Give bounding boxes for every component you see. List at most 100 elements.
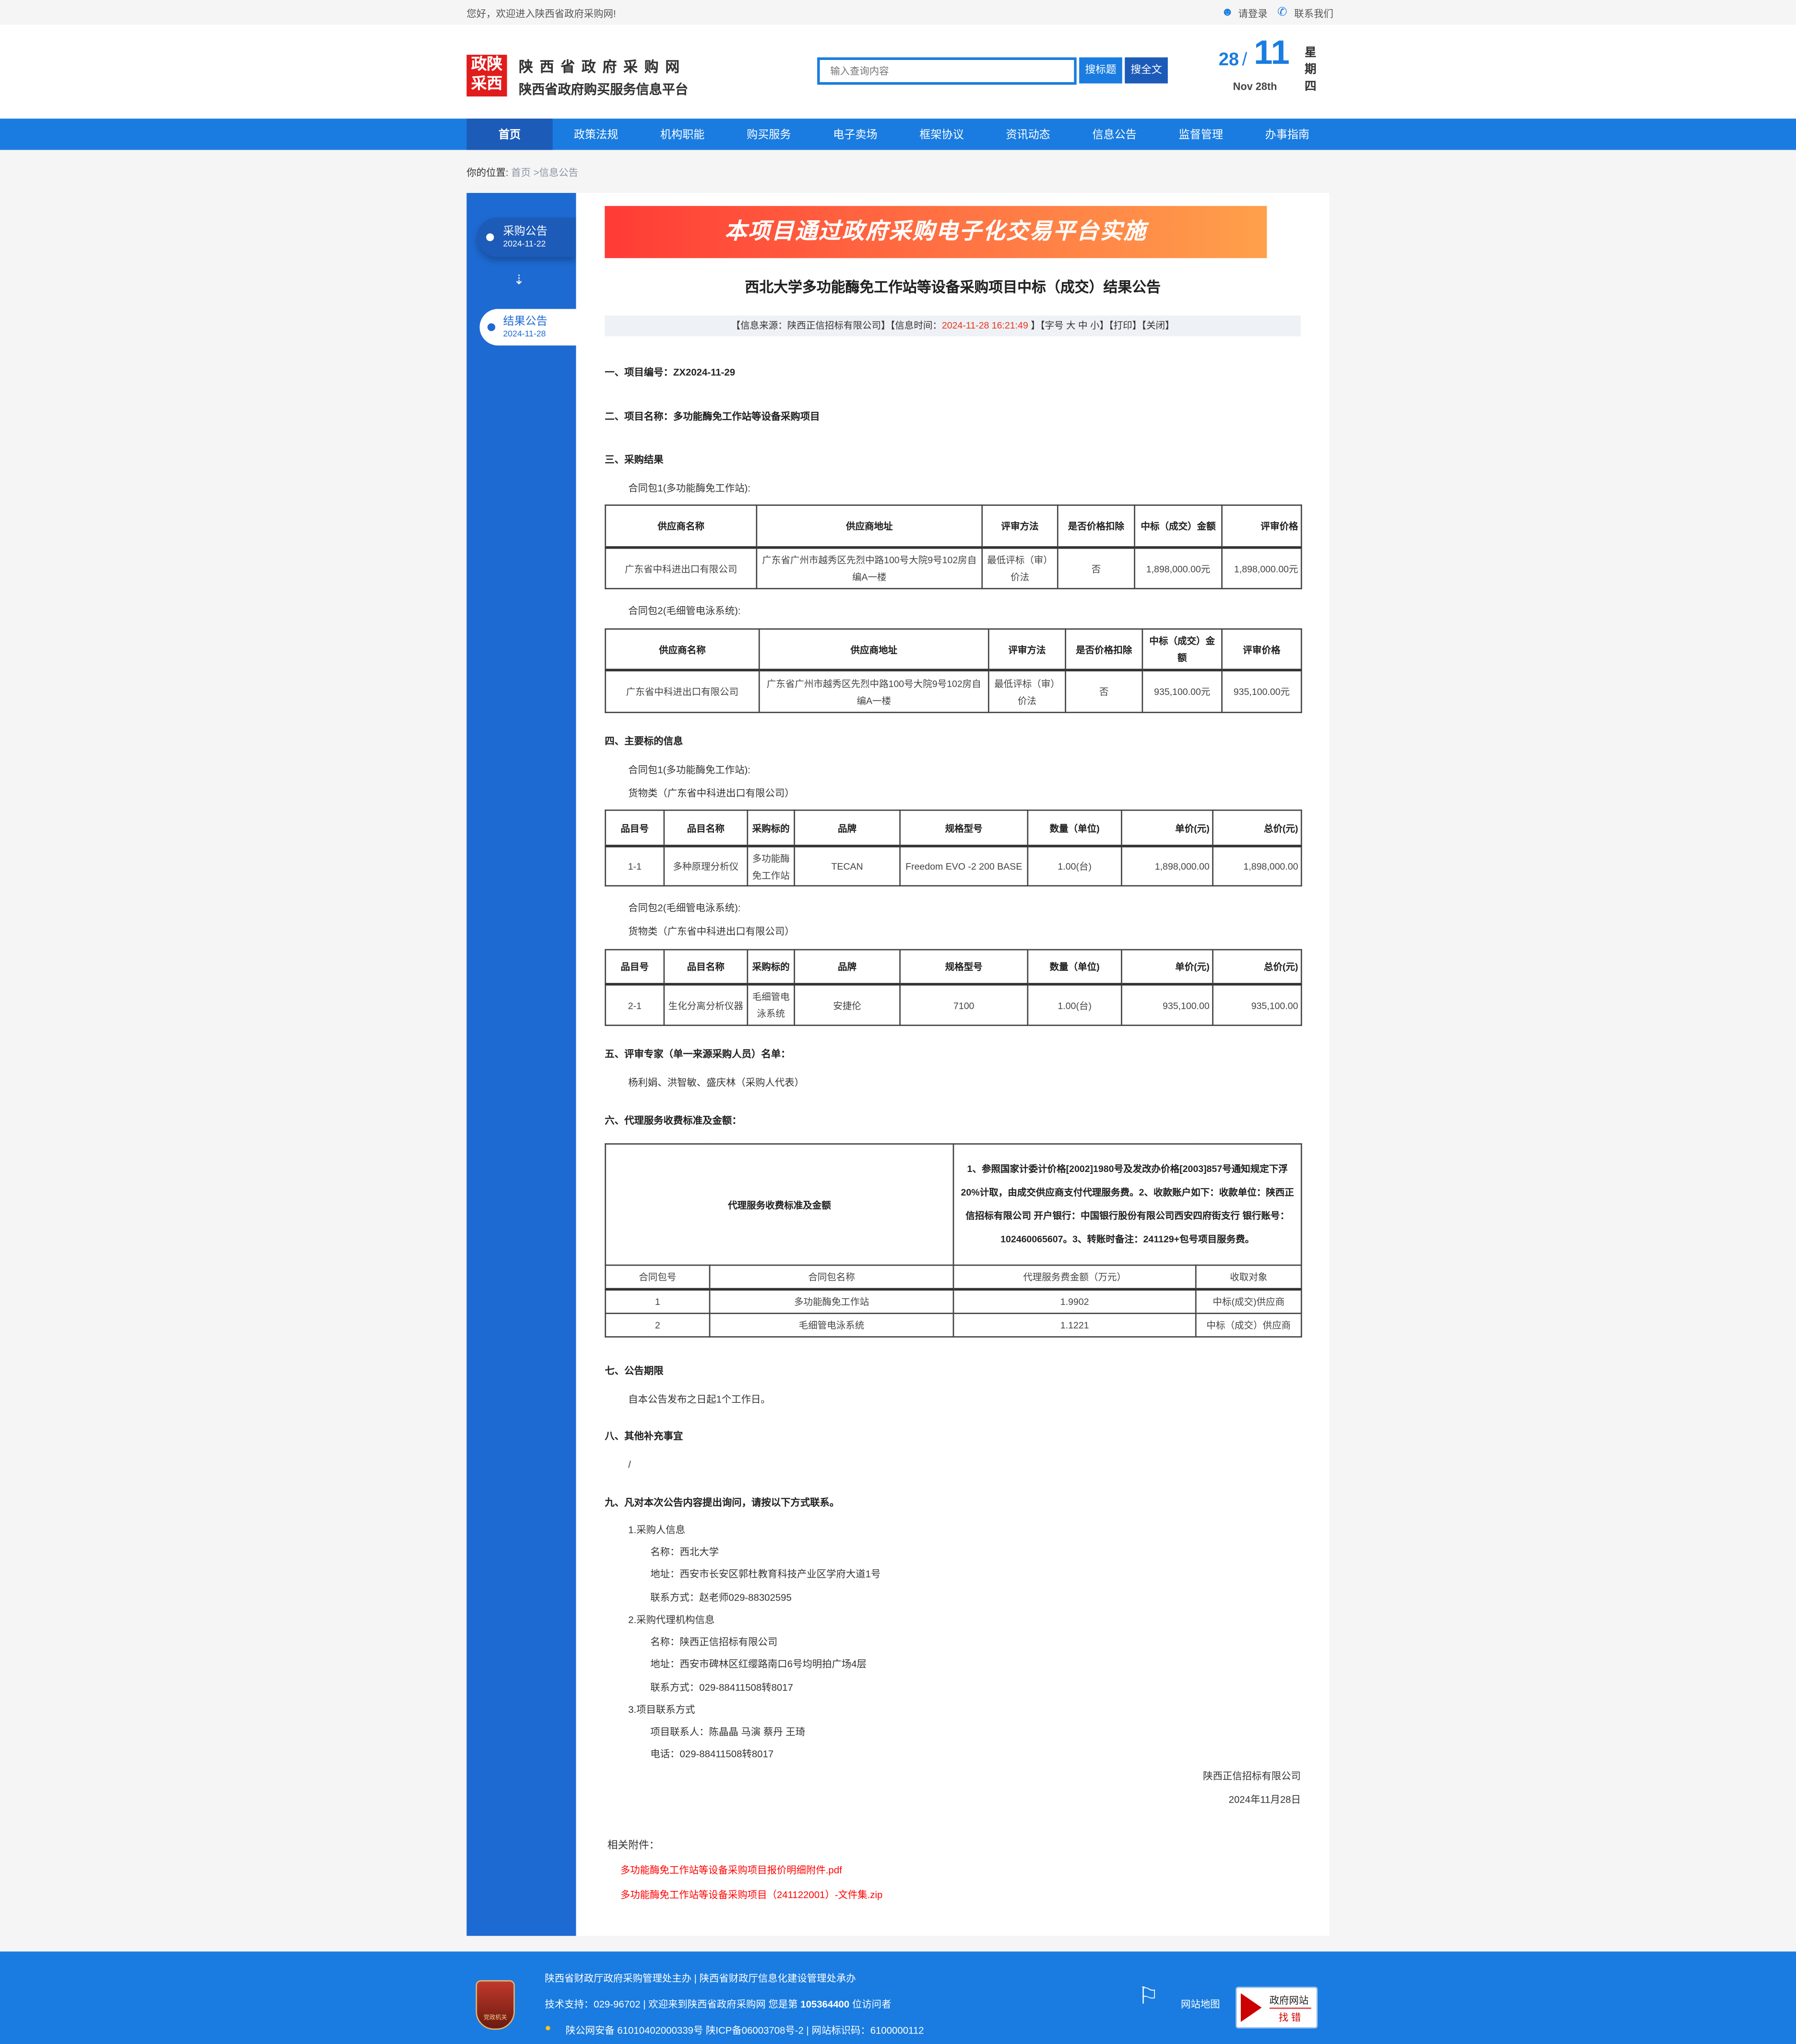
column-header: 品目号 [605, 809, 665, 848]
column-header: 品目名称 [663, 949, 749, 986]
table-cell: Freedom EVO -2 200 BASE [899, 845, 1029, 887]
section-4: 四、主要标的信息 [605, 735, 683, 747]
article-title: 西北大学多功能酶免工作站等设备采购项目中标（成交）结果公告 [745, 280, 1161, 296]
footer-support: 技术支持：029-96702 | 欢迎来到陕西省政府采购网 您是第 [545, 1998, 801, 2010]
contact-line: 名称：西北大学 [650, 1546, 719, 1558]
attachment-link[interactable]: 多功能酶免工作站等设备采购项目报价明细附件.pdf [620, 1864, 842, 1876]
column-header: 收取对象 [1195, 1264, 1302, 1291]
phone-icon: ✆ [1277, 5, 1287, 19]
column-header: 总价(元) [1212, 809, 1302, 848]
table-row: 1 多功能酶免工作站 1.9902 中标(成交)供应商 [605, 1289, 1302, 1314]
nav-item[interactable]: 电子卖场 [833, 128, 878, 141]
attachments-label: 相关附件： [607, 1839, 660, 1852]
date-month: 11 [1254, 32, 1290, 72]
step-result-notice[interactable]: 结果公告 2024-11-28 [479, 309, 576, 346]
visitor-count: 105364400 [800, 1998, 850, 2010]
table-cell: 毛细管电泳系统 [709, 1313, 954, 1338]
table-cell: 多功能酶免工作站 [747, 845, 795, 887]
table-cell: 1,898,000.00元 [1221, 547, 1302, 589]
column-header: 供应商名称 [605, 628, 760, 671]
step-label: 采购公告 [503, 224, 547, 238]
badge-divider [1269, 2008, 1311, 2009]
table-cell: 1,898,000.00 [1121, 845, 1213, 887]
party-government-emblem[interactable]: 党政机关 [476, 1980, 515, 2030]
footer-visitor-suffix: 位访问者 [849, 1998, 892, 2010]
table-cell: 安捷伦 [794, 983, 901, 1026]
sitemap-link[interactable]: 网站地图 [1180, 1998, 1220, 2010]
contact-link[interactable]: 联系我们 [1294, 8, 1333, 20]
user-icon: ☻ [1221, 5, 1234, 19]
goods-label: 货物类（广东省中科进出口有限公司） [628, 925, 795, 938]
table-cell: 广东省中科进出口有限公司 [605, 547, 758, 589]
step-label: 结果公告 [503, 314, 547, 327]
table-row: 广东省中科进出口有限公司 广东省广州市越秀区先烈中路100号大院9号102房自编A… [605, 669, 1302, 713]
nav-item[interactable]: 框架协议 [919, 128, 964, 141]
contact-line: 联系方式：赵老师029-88302595 [650, 1591, 792, 1604]
table-cell: 2-1 [605, 983, 665, 1026]
nav-item[interactable]: 办事指南 [1265, 128, 1310, 141]
table-cell: 1.9902 [952, 1289, 1197, 1314]
table-cell: 935,100.00 [1121, 983, 1213, 1026]
column-header: 是否价格扣除 [1065, 628, 1143, 671]
breadcrumb-home[interactable]: 首页 [511, 167, 531, 179]
meta-tools[interactable]: 】【字号 大 中 小】【打印】【关闭】 [1028, 319, 1175, 331]
footer: 党政机关 陕西省财政厅政府采购管理处主办 | 陕西省财政厅信息化建设管理处承办 … [0, 1951, 1796, 2044]
table-cell: 否 [1065, 669, 1143, 713]
table-row: 1-1 多种原理分析仪 多功能酶免工作站 TECAN Freedom EVO -2 20… [605, 845, 1302, 887]
site-title: 陕 西 省 政 府 采 购 网 [519, 60, 681, 76]
nav-item[interactable]: 资讯动态 [1006, 128, 1050, 141]
table-cell: 广东省广州市越秀区先烈中路100号大院9号102房自编A一楼 [758, 669, 989, 713]
column-header: 中标（成交）金额 [1134, 504, 1223, 549]
nav-item[interactable]: 政策法规 [573, 128, 618, 141]
result-table-1: 供应商名称 供应商地址 评审方法 是否价格扣除 中标（成交）金额 评审价格 广东省中科进出口… [605, 504, 1302, 589]
date-slash: / [1242, 48, 1248, 69]
footer-organizers: 陕西省财政厅政府采购管理处主办 | 陕西省财政厅信息化建设管理处承办 [545, 1972, 856, 1984]
nav-item[interactable]: 监督管理 [1178, 128, 1223, 141]
login-link[interactable]: 请登录 [1238, 8, 1268, 20]
table-cell: 最低评标（审）价法 [981, 547, 1059, 589]
column-header: 单价(元) [1121, 949, 1213, 986]
section-5: 五、评审专家（单一来源采购人员）名单： [605, 1048, 791, 1060]
weekday-1: 星 [1305, 46, 1317, 59]
section-3: 三、采购结果 [605, 454, 664, 466]
table-cell: 广东省中科进出口有限公司 [605, 669, 760, 713]
table-cell: 广东省广州市越秀区先烈中路100号大院9号102房自编A一楼 [756, 547, 983, 589]
table-cell: 1.00(台) [1027, 845, 1122, 887]
contact-group-title: 2.采购代理机构信息 [628, 1614, 715, 1626]
section-2: 二、项目名称：多功能酶免工作站等设备采购项目 [605, 410, 820, 423]
package-2-label: 合同包2(毛细管电泳系统): [628, 605, 741, 617]
breadcrumb-label: 你的位置: [466, 167, 509, 179]
contact-line: 名称：陕西正信招标有限公司 [650, 1636, 778, 1648]
section-8: 八、其他补充事宜 [605, 1430, 683, 1442]
column-header: 单价(元) [1121, 809, 1213, 848]
table-cell: 否 [1057, 547, 1135, 589]
attachment-link[interactable]: 多功能酶免工作站等设备采购项目（241122001）-文件集.zip [620, 1889, 883, 1901]
date-english: Nov 28th [1233, 81, 1277, 93]
weekday-2: 期 [1305, 62, 1317, 76]
nav-item[interactable]: 首页 [466, 119, 553, 150]
police-badge-icon: ● [545, 2021, 551, 2034]
date-day: 28 [1218, 48, 1239, 69]
search-fulltext-button[interactable]: 搜全文 [1125, 57, 1168, 84]
search-input[interactable] [817, 57, 1077, 85]
top-bar: 您好，欢迎进入陕西省政府采购网! ☻ 请登录 ✆ 联系我们 [0, 0, 1796, 25]
site-logo[interactable]: 政陕采西 [466, 55, 507, 97]
column-header: 供应商地址 [756, 504, 983, 549]
column-header: 供应商地址 [758, 628, 989, 671]
column-header: 评审方法 [987, 628, 1066, 671]
nav-item[interactable]: 信息公告 [1092, 128, 1137, 141]
other-matters: / [628, 1458, 631, 1470]
section-1: 一、项目编号：ZX2024-11-29 [605, 366, 736, 378]
step-procurement-notice[interactable]: 采购公告 2024-11-22 [477, 217, 576, 257]
column-header: 品目号 [605, 949, 665, 986]
gov-site-error-report-badge[interactable]: 政府网站 找 错 [1236, 1986, 1318, 2029]
column-header: 采购标的 [747, 949, 795, 986]
sitemap-icon[interactable]: ⚐ [1138, 1983, 1159, 2009]
emblem-text: 党政机关 [483, 2014, 507, 2021]
table-cell: 毛细管电泳系统 [747, 983, 795, 1026]
package-2-label: 合同包2(毛细管电泳系统): [628, 902, 741, 914]
search-title-button[interactable]: 搜标题 [1079, 57, 1122, 84]
footer-registration[interactable]: 陕公网安备 61010402000339号 陕ICP备06003708号-2 |… [565, 2024, 924, 2036]
nav-item[interactable]: 机构职能 [660, 128, 705, 141]
nav-item[interactable]: 购买服务 [747, 128, 791, 141]
